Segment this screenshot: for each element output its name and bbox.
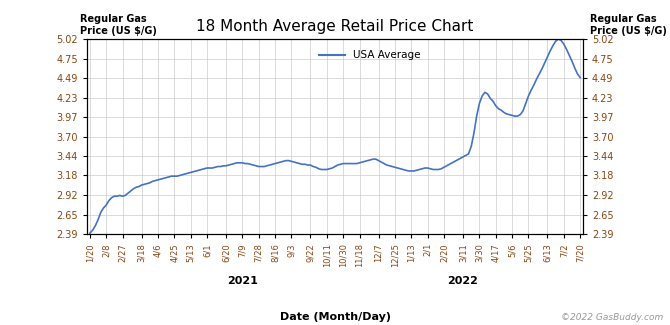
Text: 2021: 2021 [227, 276, 258, 286]
Text: ©2022 GasBuddy.com: ©2022 GasBuddy.com [561, 313, 663, 322]
Text: Regular Gas
Price (US $/G): Regular Gas Price (US $/G) [590, 14, 667, 36]
Text: Regular Gas
Price (US $/G): Regular Gas Price (US $/G) [80, 14, 157, 36]
Text: 2022: 2022 [448, 276, 478, 286]
Title: 18 Month Average Retail Price Chart: 18 Month Average Retail Price Chart [196, 19, 474, 34]
Text: Date (Month/Day): Date (Month/Day) [279, 312, 391, 322]
Legend: USA Average: USA Average [315, 46, 425, 64]
